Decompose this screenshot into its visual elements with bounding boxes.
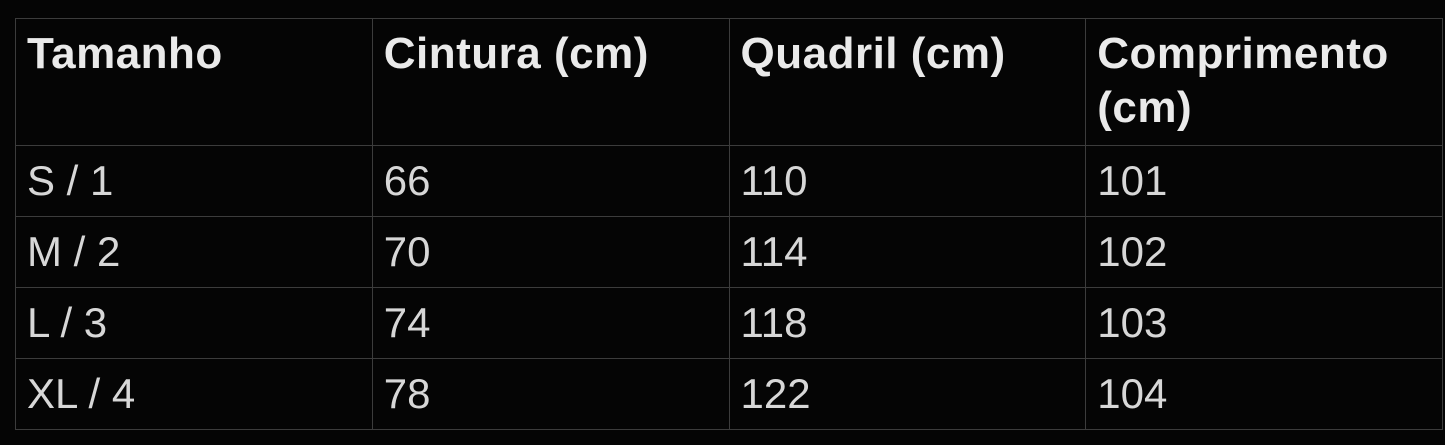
header-row: Tamanho Cintura (cm) Quadril (cm) Compri…: [15, 18, 1443, 146]
cell-waist: 66: [371, 145, 730, 217]
cell-length: 103: [1085, 287, 1443, 359]
table-row-s: S / 1 66 110 101: [15, 145, 1443, 217]
table-row-xl: XL / 4 78 122 104: [15, 358, 1443, 430]
table-row-m: M / 2 70 114 102: [15, 216, 1443, 288]
size-chart-table: Tamanho Cintura (cm) Quadril (cm) Compri…: [15, 18, 1443, 430]
cell-waist: 70: [371, 216, 730, 288]
cell-size: L / 3: [15, 287, 373, 359]
cell-hip: 110: [728, 145, 1087, 217]
cell-hip: 114: [728, 216, 1087, 288]
column-header-length: Comprimento (cm): [1085, 18, 1443, 146]
cell-size: XL / 4: [15, 358, 373, 430]
column-header-hip: Quadril (cm): [728, 18, 1087, 146]
cell-size: S / 1: [15, 145, 373, 217]
size-chart-section: Tamanho Cintura (cm) Quadril (cm) Compri…: [15, 18, 1443, 430]
cell-length: 104: [1085, 358, 1443, 430]
cell-hip: 122: [728, 358, 1087, 430]
cell-hip: 118: [728, 287, 1087, 359]
table-row-l: L / 3 74 118 103: [15, 287, 1443, 359]
cell-length: 101: [1085, 145, 1443, 217]
cell-waist: 74: [371, 287, 730, 359]
cell-size: M / 2: [15, 216, 373, 288]
column-header-waist: Cintura (cm): [371, 18, 730, 146]
cell-waist: 78: [371, 358, 730, 430]
cell-length: 102: [1085, 216, 1443, 288]
column-header-size: Tamanho: [15, 18, 373, 146]
